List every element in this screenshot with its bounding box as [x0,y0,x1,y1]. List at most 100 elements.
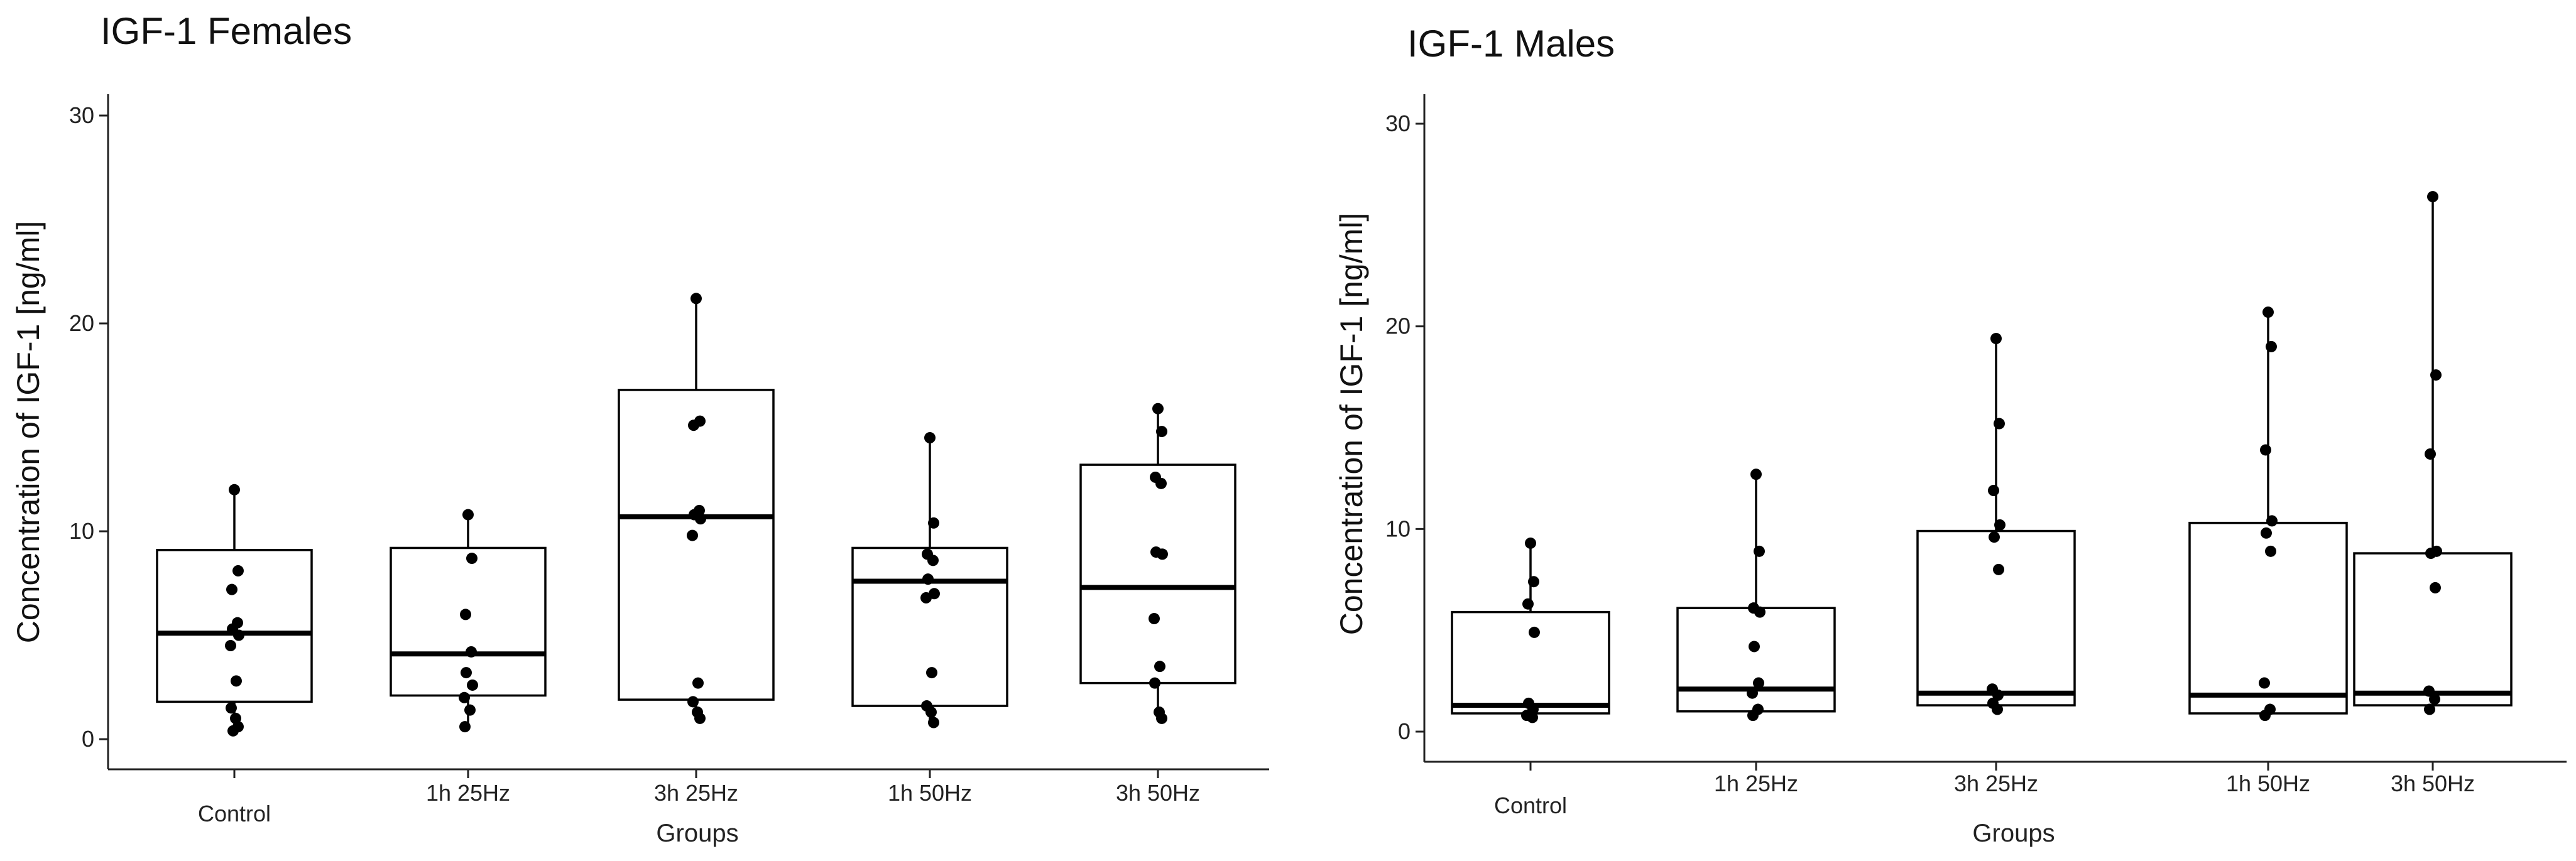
males-data-point [2424,703,2435,715]
males-data-point [2265,545,2276,557]
males-data-point [2423,685,2435,697]
males-data-point [2430,582,2441,593]
females-data-point [927,555,939,566]
females-data-point [920,592,932,604]
females-panel: IGF-1 Females Concentration of IGF-1 [ng… [11,10,1269,847]
females-data-point [687,529,698,541]
females-data-point [225,640,236,652]
females-data-point [232,565,244,577]
females-data-point [464,704,476,716]
females-data-point [928,717,939,728]
males-x-tick-label: 1h 25Hz [1714,771,1798,796]
females-data-point [1156,712,1167,724]
females-x-tick-label: 1h 50Hz [888,780,972,806]
females-data-point [461,667,472,679]
males-x-tick-label: Control [1494,793,1567,818]
females-x-tick-label: 1h 25Hz [426,780,510,806]
males-y-tick-label: 10 [1385,516,1411,541]
females-data-point [227,725,239,737]
males-data-point [1749,641,1760,653]
males-data-point [1522,598,1534,610]
males-y-tick-label: 30 [1385,111,1411,136]
males-data-point [2427,191,2438,203]
females-data-point [1157,548,1168,560]
females-y-tick-label: 30 [69,102,94,128]
males-data-point [2260,444,2271,456]
males-data-point [1747,687,1758,699]
males-data-point [2266,515,2278,527]
females-x-tick-label: 3h 50Hz [1116,780,1200,806]
males-data-point [2430,369,2442,381]
females-chart-title: IGF-1 Females [101,10,352,52]
females-data-point [690,293,702,305]
males-data-point [2259,677,2270,689]
males-data-point [2425,448,2436,460]
males-x-tick-label: 1h 50Hz [2226,771,2310,796]
females-box-5 [1079,463,1236,685]
males-data-point [1990,333,2002,345]
females-box-3 [618,389,775,701]
females-x-tick-label: 3h 25Hz [654,780,738,806]
males-data-point [2262,306,2274,318]
males-data-point [2261,527,2272,539]
females-data-point [229,484,240,495]
females-y-axis-title: Concentration of IGF-1 [ng/ml] [11,221,46,644]
males-data-point [1525,537,1536,549]
females-data-point [459,721,471,733]
males-data-point [2429,693,2440,705]
males-box-3 [1916,529,2076,707]
females-data-point [1155,477,1167,489]
females-data-point [922,573,934,585]
females-data-point [926,667,937,679]
males-data-point [1754,606,1766,618]
males-data-point [2259,710,2271,722]
females-y-tick-label: 20 [69,310,94,336]
males-data-point [2266,340,2277,352]
females-x-tick-label: Control [198,801,271,826]
males-data-point [1747,710,1759,722]
males-panel: IGF-1 Males Concentration of IGF-1 [ng/m… [1334,23,2567,847]
females-data-point [1149,677,1160,689]
males-y-axis-title: Concentration of IGF-1 [ng/ml] [1334,213,1369,636]
females-data-point [460,609,471,620]
females-data-point [925,706,937,718]
females-data-point [466,646,477,658]
males-box-5 [2353,552,2513,707]
males-y-tick-label: 0 [1398,718,1411,744]
females-data-point [467,679,478,691]
males-data-point [1529,626,1540,638]
females-data-point [1154,661,1165,673]
males-data-point [1989,531,2000,543]
females-y-tick-label: 0 [82,726,94,752]
males-data-point [1750,468,1762,480]
females-y-tick-label: 10 [69,518,94,544]
females-data-point [233,629,244,641]
females-data-point [928,517,939,529]
males-y-tick-label: 20 [1385,313,1411,339]
males-x-axis-title: Groups [1972,820,2055,847]
males-chart-title: IGF-1 Males [1407,23,1615,65]
females-data-point [1156,426,1167,438]
females-data-point [924,432,936,444]
females-box-4 [851,546,1008,707]
females-x-axis-title: Groups [656,820,738,847]
females-data-point [1152,403,1164,414]
males-x-tick-label: 3h 50Hz [2391,771,2475,796]
males-data-point [1994,519,2006,531]
females-data-point [1149,613,1160,625]
males-data-point [1992,689,2004,701]
males-data-point [1992,703,2003,715]
females-data-point [692,677,704,689]
males-data-point [1988,485,1999,497]
females-data-point [694,712,706,724]
females-data-point [462,509,474,521]
males-data-point [1753,677,1764,689]
females-data-point [687,696,699,708]
males-data-point [2425,548,2437,560]
males-data-point [1527,712,1538,723]
females-data-point [231,675,242,687]
females-data-point [459,691,470,703]
females-data-point [226,583,237,595]
males-data-point [1754,545,1765,557]
